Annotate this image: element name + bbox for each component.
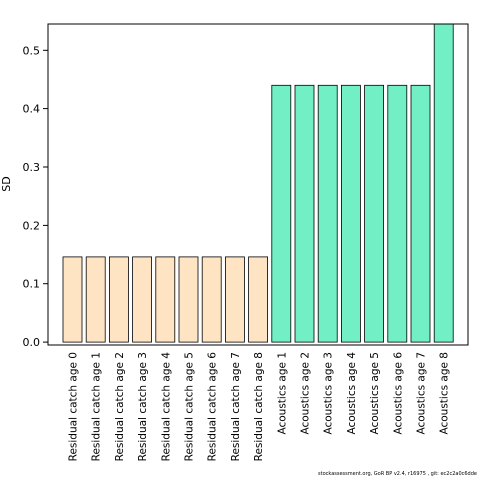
bar-6: [201, 256, 222, 343]
x-tick-label-2: Residual catch age 2: [114, 352, 126, 461]
x-tick-labels: Residual catch age 0 Residual catch age 1…: [68, 352, 451, 462]
bar-11: [317, 84, 338, 343]
bar-0: [62, 256, 83, 343]
x-tick-label-13: Acoustics age 5: [369, 352, 381, 435]
y-axis: 0.0 0.1 0.2 0.3 0.4 0.5: [23, 44, 48, 349]
y-tick-label-4: 0.4: [23, 103, 41, 116]
bar-3: [132, 256, 153, 343]
x-tick-label-11: Acoustics age 3: [323, 352, 335, 435]
y-tick-label-3: 0.3: [23, 161, 41, 174]
bar-13: [364, 84, 385, 343]
x-tick-label-12: Acoustics age 4: [346, 352, 358, 435]
x-tick-label-4: Residual catch age 4: [160, 352, 172, 462]
y-axis-label: SD: [0, 176, 13, 191]
bar-7: [224, 256, 245, 343]
x-tick-label-8: Residual catch age 8: [253, 352, 265, 461]
bar-15: [410, 84, 431, 343]
bars: [62, 23, 454, 343]
x-tick-label-9: Acoustics age 1: [276, 352, 288, 435]
bar-1: [85, 256, 106, 343]
footer-note: stockassessment.org, GoR BP v2.4, r16975…: [318, 471, 477, 477]
x-tick-label-14: Acoustics age 6: [392, 352, 404, 435]
bar-8: [248, 256, 269, 343]
bar-10: [294, 84, 315, 343]
bar-12: [340, 84, 361, 343]
y-tick-label-0: 0.0: [23, 336, 41, 349]
bar-5: [178, 256, 199, 343]
x-tick-label-16: Acoustics age 8: [439, 352, 451, 435]
x-tick-label-6: Residual catch age 6: [207, 352, 219, 462]
bar-2: [109, 256, 129, 343]
x-tick-label-1: Residual catch age 1: [91, 352, 103, 461]
bar-9: [271, 84, 292, 343]
y-tick-label-2: 0.2: [23, 219, 41, 232]
x-tick-label-7: Residual catch age 7: [230, 352, 242, 461]
bar-4: [155, 256, 176, 343]
bar-16: [433, 23, 454, 343]
x-tick-label-5: Residual catch age 5: [184, 352, 196, 461]
x-tick-label-15: Acoustics age 7: [416, 352, 428, 435]
x-tick-label-3: Residual catch age 3: [137, 352, 149, 461]
y-tick-label-5: 0.5: [23, 44, 41, 57]
x-tick-label-0: Residual catch age 0: [68, 352, 80, 461]
bar-14: [387, 84, 408, 343]
y-tick-label-1: 0.1: [23, 278, 41, 291]
plot-frame: [47, 23, 469, 346]
x-tick-label-10: Acoustics age 2: [300, 352, 312, 435]
